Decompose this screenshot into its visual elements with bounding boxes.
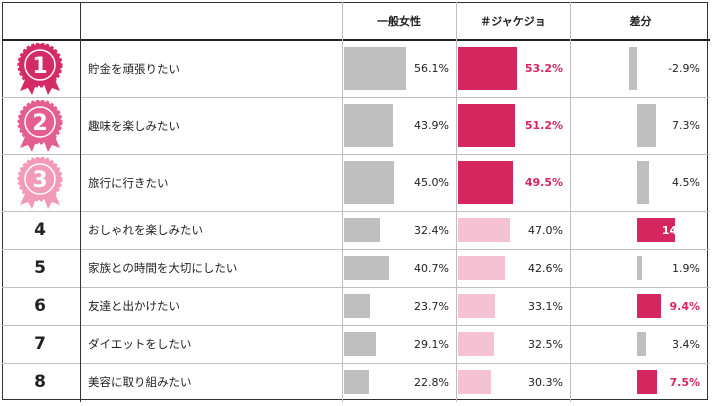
medal-inner-ring bbox=[24, 48, 56, 81]
row-separator bbox=[2, 325, 710, 326]
row-separator bbox=[2, 287, 710, 288]
medal-inner-ring bbox=[24, 162, 56, 195]
header-separator bbox=[2, 39, 710, 41]
rank-badge: 2 bbox=[16, 99, 64, 152]
rank-medal-icon: 1 bbox=[17, 42, 63, 95]
rank-number: 4 bbox=[34, 220, 46, 240]
bar-general bbox=[344, 161, 394, 204]
row-label: 趣味を楽しみたい bbox=[88, 118, 180, 133]
bar-diff bbox=[637, 332, 646, 356]
rank-number: 8 bbox=[34, 372, 46, 392]
bar-diff bbox=[637, 294, 662, 318]
rank-medal-icon: 2 bbox=[17, 99, 63, 152]
row-label: ダイエットをしたい bbox=[88, 337, 192, 351]
value-diff: -2.9% bbox=[668, 62, 700, 75]
value-diff: 9.4% bbox=[669, 299, 700, 313]
row-label: 家族との時間を大切にしたい bbox=[88, 261, 238, 275]
row-label: 美容に取り組みたい bbox=[88, 375, 192, 389]
row-label: 旅行に行きたい bbox=[88, 175, 169, 190]
header-diff: 差分 bbox=[629, 15, 652, 28]
rank-number: 6 bbox=[34, 296, 46, 316]
bar-jk bbox=[458, 161, 513, 204]
value-jk: 47.0% bbox=[528, 223, 563, 237]
row-separator bbox=[2, 154, 710, 155]
medal-number: 3 bbox=[32, 168, 47, 193]
value-diff: 3.4% bbox=[672, 337, 700, 351]
value-general: 45.0% bbox=[414, 176, 449, 189]
value-general: 40.7% bbox=[414, 261, 449, 275]
medal-number: 1 bbox=[32, 54, 47, 79]
bar-diff bbox=[637, 256, 642, 280]
value-jk: 32.5% bbox=[528, 337, 563, 351]
header-general: 一般女性 bbox=[377, 15, 421, 28]
bar-general bbox=[344, 370, 370, 394]
table-frame bbox=[2, 2, 708, 400]
value-jk: 30.3% bbox=[528, 375, 563, 389]
value-general: 22.8% bbox=[414, 375, 449, 389]
value-jk: 51.2% bbox=[524, 119, 563, 132]
bar-jk bbox=[458, 218, 510, 242]
bar-diff bbox=[637, 370, 657, 394]
column-separator bbox=[456, 2, 457, 402]
rank-medal-icon: 3 bbox=[17, 156, 63, 209]
value-diff: 7.5% bbox=[669, 375, 700, 389]
rank-number: 7 bbox=[34, 334, 46, 354]
bar-jk bbox=[458, 332, 494, 356]
value-diff: 14.6% bbox=[661, 223, 700, 237]
row-label: 友達と出かけたい bbox=[88, 299, 180, 313]
value-diff: 7.3% bbox=[672, 119, 700, 132]
value-general: 56.1% bbox=[414, 62, 449, 75]
row-label: おしゃれを楽しみたい bbox=[88, 223, 203, 237]
bar-diff bbox=[629, 47, 637, 90]
value-general: 29.1% bbox=[414, 337, 449, 351]
bar-jk bbox=[458, 104, 515, 147]
bar-general bbox=[344, 104, 393, 147]
bar-diff bbox=[637, 218, 675, 242]
rank-badge: 1 bbox=[16, 42, 64, 95]
row-separator bbox=[2, 363, 710, 364]
bar-diff bbox=[637, 161, 649, 204]
bar-jk bbox=[458, 370, 492, 394]
bar-jk bbox=[458, 256, 506, 280]
medal-inner-ring bbox=[24, 105, 56, 138]
row-separator bbox=[2, 211, 710, 212]
column-separator bbox=[570, 2, 571, 402]
value-diff: 1.9% bbox=[672, 261, 700, 275]
bar-general bbox=[344, 294, 371, 318]
bar-diff bbox=[637, 104, 656, 147]
column-separator bbox=[80, 2, 81, 402]
bar-jk bbox=[458, 294, 495, 318]
row-separator bbox=[2, 97, 710, 98]
bar-general bbox=[344, 256, 389, 280]
value-diff: 4.5% bbox=[672, 176, 700, 189]
bar-general bbox=[344, 47, 406, 90]
bar-general bbox=[344, 218, 380, 242]
value-jk: 53.2% bbox=[524, 62, 563, 75]
row-separator bbox=[2, 249, 710, 250]
row-label: 貯金を頑張りたい bbox=[88, 61, 180, 76]
value-jk: 33.1% bbox=[528, 299, 563, 313]
value-general: 23.7% bbox=[414, 299, 449, 313]
rank-badge: 3 bbox=[16, 156, 64, 209]
bar-jk bbox=[458, 47, 517, 90]
header-jk: ＃ジャケジョ bbox=[480, 15, 546, 28]
value-jk: 49.5% bbox=[524, 176, 563, 189]
value-jk: 42.6% bbox=[528, 261, 563, 275]
value-general: 43.9% bbox=[414, 119, 449, 132]
rank-number: 5 bbox=[34, 258, 46, 278]
value-general: 32.4% bbox=[414, 223, 449, 237]
bar-general bbox=[344, 332, 377, 356]
column-separator bbox=[342, 2, 343, 402]
medal-number: 2 bbox=[32, 111, 47, 136]
